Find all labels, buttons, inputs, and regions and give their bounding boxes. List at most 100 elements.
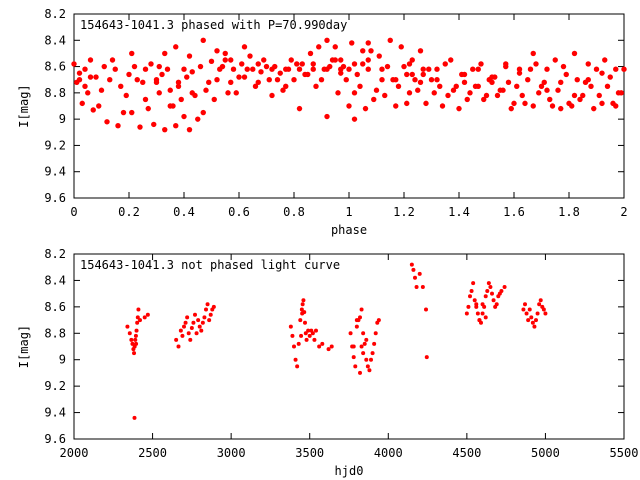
data-point xyxy=(87,74,94,80)
data-point xyxy=(365,364,370,369)
data-point xyxy=(413,275,417,280)
data-point xyxy=(239,61,245,67)
data-point xyxy=(133,333,138,338)
data-point xyxy=(376,53,382,59)
data-point xyxy=(371,96,377,103)
data-point xyxy=(233,90,239,96)
data-point xyxy=(230,66,237,72)
data-point xyxy=(409,57,415,63)
data-point xyxy=(115,123,121,129)
x-axis-label: phase xyxy=(331,223,367,237)
data-point xyxy=(414,285,419,290)
data-point xyxy=(502,285,507,290)
data-point xyxy=(488,285,493,290)
data-point xyxy=(368,48,374,54)
data-point xyxy=(310,61,316,67)
data-point xyxy=(558,105,564,112)
data-point xyxy=(431,90,437,96)
data-point xyxy=(82,83,88,89)
data-point xyxy=(320,341,325,346)
data-point xyxy=(585,61,591,67)
data-point xyxy=(82,66,88,72)
data-point xyxy=(346,103,352,109)
x-tick-label: 5000 xyxy=(531,446,560,460)
data-point xyxy=(196,318,201,323)
data-point xyxy=(621,66,627,72)
data-point xyxy=(469,289,474,293)
data-point xyxy=(185,315,190,320)
data-point xyxy=(140,79,146,86)
data-point xyxy=(525,77,531,83)
x-tick-label: 0.2 xyxy=(118,205,140,219)
data-point xyxy=(523,302,527,307)
data-point xyxy=(200,109,206,116)
data-point xyxy=(178,96,184,103)
data-point xyxy=(191,320,196,325)
data-point xyxy=(288,57,294,63)
data-point xyxy=(255,79,261,86)
data-point xyxy=(445,92,451,99)
data-point xyxy=(222,50,228,57)
data-point xyxy=(475,311,480,316)
data-point xyxy=(250,66,256,72)
data-point xyxy=(295,364,300,369)
data-point xyxy=(351,116,358,122)
data-point xyxy=(351,90,358,96)
data-point xyxy=(362,105,369,112)
data-point xyxy=(76,77,83,83)
data-point xyxy=(472,298,477,303)
data-point xyxy=(130,341,135,346)
data-point xyxy=(367,368,372,373)
data-point xyxy=(558,79,564,86)
data-point xyxy=(353,364,358,369)
data-point xyxy=(370,351,375,356)
data-point xyxy=(613,66,619,72)
y-tick-label: 9 xyxy=(59,112,66,126)
data-point xyxy=(142,96,149,103)
data-point xyxy=(437,83,443,89)
data-point xyxy=(420,71,426,78)
data-point xyxy=(442,61,448,67)
data-point xyxy=(494,92,501,99)
data-point xyxy=(563,71,569,78)
data-point xyxy=(307,333,312,338)
data-point xyxy=(604,83,611,89)
data-point xyxy=(109,57,116,63)
data-point xyxy=(164,66,171,72)
data-point xyxy=(205,302,210,307)
data-point xyxy=(324,113,330,120)
data-point xyxy=(188,337,193,342)
data-point xyxy=(202,315,207,320)
data-point xyxy=(329,344,334,349)
data-point xyxy=(182,324,186,329)
data-point xyxy=(538,83,545,89)
data-point xyxy=(288,324,293,329)
data-point xyxy=(298,318,303,323)
plot-frame xyxy=(73,253,625,440)
data-point xyxy=(426,66,432,72)
data-point xyxy=(477,318,482,323)
data-point xyxy=(521,307,526,312)
data-point xyxy=(211,96,217,103)
data-point xyxy=(424,307,428,312)
data-point xyxy=(132,351,137,356)
data-point xyxy=(263,63,270,70)
data-point xyxy=(420,285,425,290)
data-point xyxy=(132,415,137,420)
data-point xyxy=(379,77,385,83)
data-point xyxy=(129,50,135,57)
data-point xyxy=(404,71,410,78)
data-point xyxy=(261,57,267,63)
y-tick-label: 9.2 xyxy=(44,379,66,393)
data-point xyxy=(516,66,523,72)
data-point xyxy=(514,83,520,89)
data-point xyxy=(292,344,296,349)
data-point xyxy=(532,324,537,329)
data-point xyxy=(214,48,220,54)
data-point xyxy=(173,44,179,50)
data-point xyxy=(107,77,113,83)
data-point xyxy=(134,328,139,333)
data-point xyxy=(217,66,223,72)
data-point xyxy=(466,304,471,309)
data-point xyxy=(225,90,231,96)
